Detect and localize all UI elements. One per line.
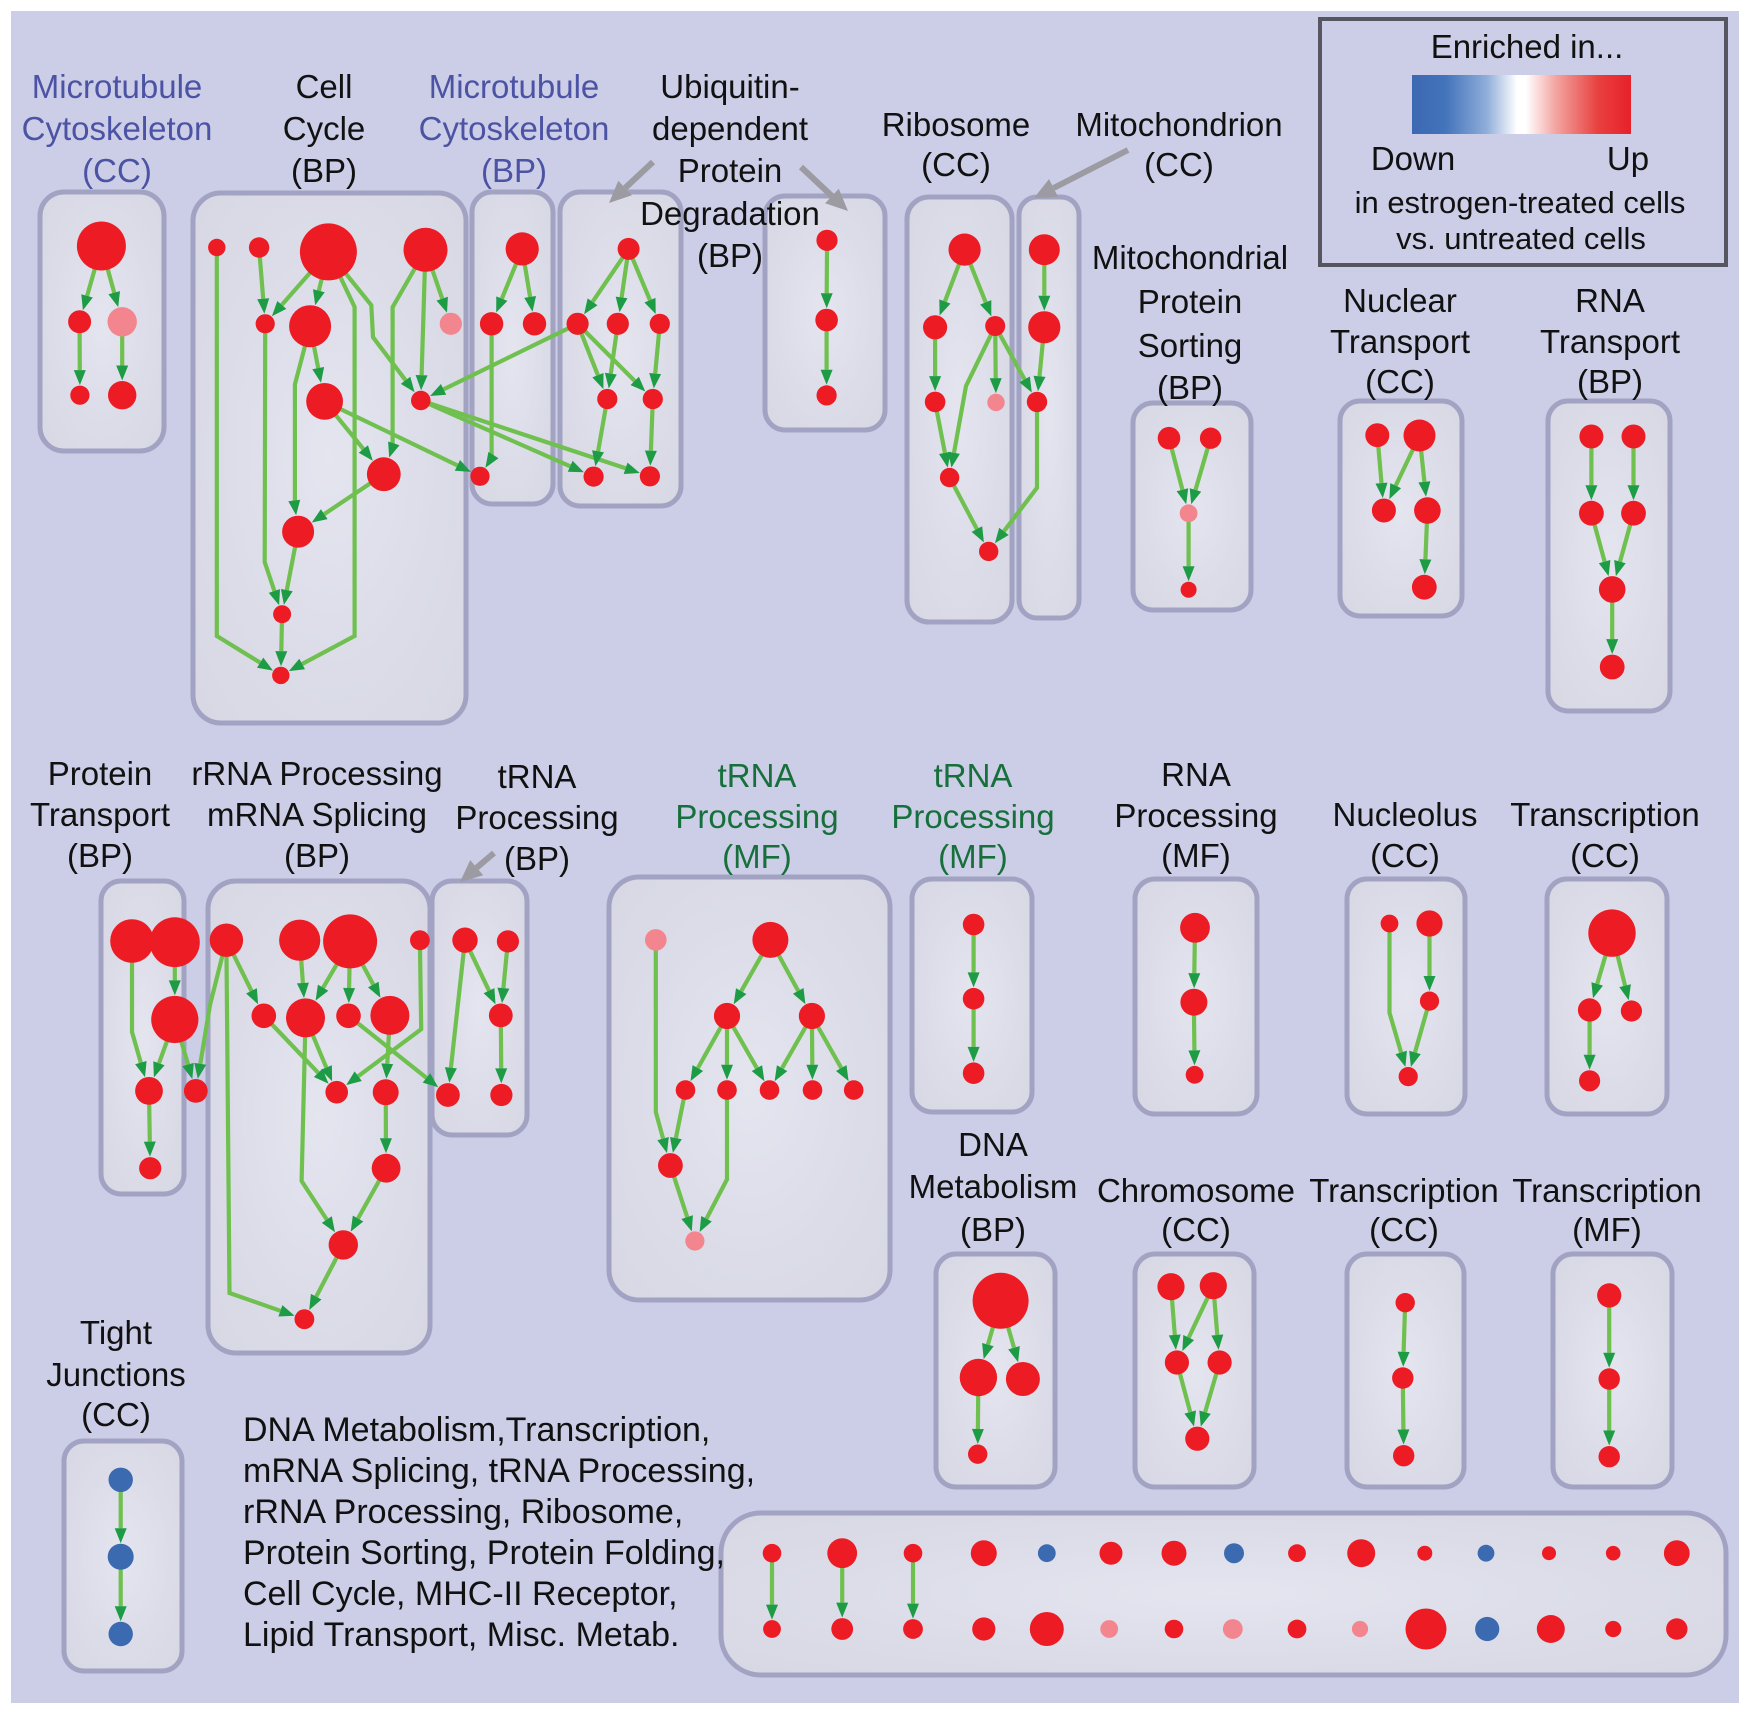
svg-text:(BP): (BP) [504,840,570,877]
svg-text:(CC): (CC) [81,1396,151,1433]
svg-text:Transport: Transport [30,796,170,833]
svg-text:(BP): (BP) [1157,369,1223,406]
svg-text:tRNA: tRNA [498,758,577,795]
svg-text:Transport: Transport [1540,323,1680,360]
svg-text:(BP): (BP) [284,837,350,874]
svg-text:Cell: Cell [296,68,353,105]
svg-text:DNA: DNA [958,1126,1028,1163]
svg-text:Protein: Protein [1138,283,1243,320]
svg-text:(BP): (BP) [960,1211,1026,1248]
svg-text:(MF): (MF) [1161,837,1231,874]
svg-text:Processing: Processing [675,798,838,835]
svg-text:(CC): (CC) [1570,837,1640,874]
svg-text:(BP): (BP) [67,837,133,874]
svg-text:Transcription: Transcription [1309,1172,1499,1209]
svg-text:(CC): (CC) [1144,146,1214,183]
svg-text:Transcription: Transcription [1512,1172,1702,1209]
svg-text:Tight: Tight [80,1314,152,1351]
svg-text:Cytoskeleton: Cytoskeleton [419,110,610,147]
svg-text:Enriched in...: Enriched in... [1431,28,1624,65]
svg-text:Microtubule: Microtubule [32,68,203,105]
svg-text:(BP): (BP) [481,152,547,189]
svg-text:(CC): (CC) [1370,837,1440,874]
svg-text:(CC): (CC) [1365,363,1435,400]
svg-text:(BP): (BP) [291,152,357,189]
svg-text:Processing: Processing [891,798,1054,835]
svg-text:Cell Cycle, MHC-II Receptor,: Cell Cycle, MHC-II Receptor, [243,1575,678,1613]
svg-text:RNA: RNA [1575,282,1645,319]
svg-text:(CC): (CC) [1369,1211,1439,1248]
svg-text:in estrogen-treated cells: in estrogen-treated cells [1355,185,1686,220]
svg-text:tRNA: tRNA [718,757,797,794]
svg-text:Sorting: Sorting [1138,327,1243,364]
svg-text:Protein Sorting, Protein Foldi: Protein Sorting, Protein Folding, [243,1534,725,1572]
svg-text:Protein: Protein [678,152,783,189]
svg-text:(CC): (CC) [1161,1211,1231,1248]
svg-text:Processing: Processing [455,799,618,836]
svg-text:Protein: Protein [48,755,153,792]
svg-text:Mitochondrion: Mitochondrion [1075,106,1282,143]
svg-text:rRNA Processing, Ribosome,: rRNA Processing, Ribosome, [243,1493,683,1531]
svg-text:(MF): (MF) [722,838,792,875]
svg-text:Transport: Transport [1330,323,1470,360]
svg-text:Nucleolus: Nucleolus [1333,796,1478,833]
svg-text:(MF): (MF) [938,838,1008,875]
svg-text:(BP): (BP) [697,237,763,274]
svg-text:Microtubule: Microtubule [429,68,600,105]
svg-text:Ribosome: Ribosome [882,106,1031,143]
svg-text:(BP): (BP) [1577,363,1643,400]
svg-text:tRNA: tRNA [934,757,1013,794]
svg-text:DNA Metabolism,Transcription,: DNA Metabolism,Transcription, [243,1411,710,1449]
svg-text:Degradation: Degradation [640,195,820,232]
svg-text:(MF): (MF) [1572,1211,1642,1248]
svg-text:Down: Down [1371,140,1455,177]
svg-text:Cycle: Cycle [283,110,366,147]
svg-text:Processing: Processing [1114,797,1277,834]
svg-text:(CC): (CC) [82,152,152,189]
svg-text:Mitochondrial: Mitochondrial [1092,239,1288,276]
svg-text:RNA: RNA [1161,756,1231,793]
svg-text:Up: Up [1607,140,1649,177]
svg-text:Junctions: Junctions [46,1356,185,1393]
svg-text:mRNA Splicing: mRNA Splicing [207,796,427,833]
svg-text:vs. untreated cells: vs. untreated cells [1396,221,1646,256]
svg-text:Lipid Transport, Misc. Metab.: Lipid Transport, Misc. Metab. [243,1616,680,1654]
svg-text:dependent: dependent [652,110,808,147]
svg-text:Nuclear: Nuclear [1343,282,1457,319]
svg-text:Cytoskeleton: Cytoskeleton [22,110,213,147]
svg-text:mRNA Splicing, tRNA Processing: mRNA Splicing, tRNA Processing, [243,1452,755,1490]
svg-text:Ubiquitin-: Ubiquitin- [660,68,799,105]
svg-text:Transcription: Transcription [1510,796,1700,833]
svg-text:(CC): (CC) [921,146,991,183]
svg-text:Metabolism: Metabolism [909,1168,1078,1205]
svg-text:Chromosome: Chromosome [1097,1172,1295,1209]
svg-text:rRNA Processing: rRNA Processing [191,755,442,792]
